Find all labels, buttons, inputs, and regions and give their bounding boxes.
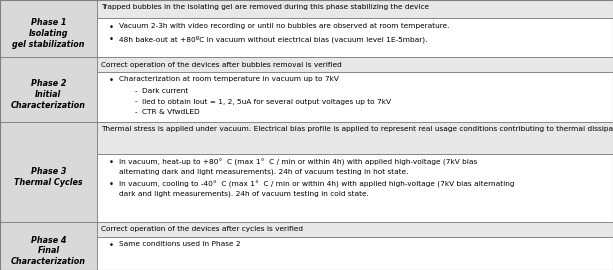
- Text: Iled to obtain Iout = 1, 2, 5uA for several output voltages up to 7kV: Iled to obtain Iout = 1, 2, 5uA for seve…: [142, 99, 391, 104]
- Text: 48h bake-out at +80ºC in vacuum without electrical bias (vacuum level 1E-5mbar).: 48h bake-out at +80ºC in vacuum without …: [119, 35, 427, 43]
- Text: •: •: [109, 158, 113, 167]
- Text: Initial: Initial: [36, 90, 61, 99]
- Bar: [0, 222, 97, 270]
- Text: Isolating: Isolating: [29, 29, 68, 38]
- Text: Characterization at room temperature in vacuum up to 7kV: Characterization at room temperature in …: [119, 76, 339, 82]
- Text: Phase 4: Phase 4: [31, 236, 66, 245]
- Bar: [97, 0, 613, 18]
- Text: Phase 2: Phase 2: [31, 79, 66, 88]
- Bar: [0, 122, 97, 222]
- Text: In vacuum, heat-up to +80°  C (max 1°  C / min or within 4h) with applied high-v: In vacuum, heat-up to +80° C (max 1° C /…: [119, 158, 477, 166]
- Text: Correct operation of the devices after cycles is verified: Correct operation of the devices after c…: [101, 227, 303, 232]
- Bar: [97, 122, 613, 154]
- Text: dark and light measurements). 24h of vacuum testing in cold state.: dark and light measurements). 24h of vac…: [119, 190, 369, 197]
- Text: alternating dark and light measurements). 24h of vacuum testing in hot state.: alternating dark and light measurements)…: [119, 168, 408, 175]
- Text: •: •: [109, 35, 113, 44]
- Bar: [97, 237, 613, 270]
- Bar: [97, 222, 613, 237]
- Text: -: -: [135, 109, 137, 115]
- Text: Phase 1: Phase 1: [31, 18, 66, 27]
- Text: -: -: [135, 99, 137, 104]
- Bar: [0, 57, 97, 122]
- Text: Same conditions used in Phase 2: Same conditions used in Phase 2: [119, 241, 240, 247]
- Bar: [97, 72, 613, 122]
- Text: Correct operation of the devices after bubbles removal is verified: Correct operation of the devices after b…: [101, 62, 342, 68]
- Bar: [97, 18, 613, 57]
- Text: In vacuum, cooling to -40°  C (max 1°  C / min or within 4h) with applied high-v: In vacuum, cooling to -40° C (max 1° C /…: [119, 180, 514, 188]
- Text: Characterization: Characterization: [11, 100, 86, 110]
- Text: •: •: [109, 180, 113, 190]
- Text: Vacuum 2-3h with video recording or until no bubbles are observed at room temper: Vacuum 2-3h with video recording or unti…: [119, 23, 449, 29]
- Text: Trapped bubbles in the isolating gel are removed during this phase stabilizing t: Trapped bubbles in the isolating gel are…: [101, 5, 429, 11]
- Text: Phase 3: Phase 3: [31, 167, 66, 176]
- Bar: [0, 0, 97, 57]
- Text: CTR & VfwdLED: CTR & VfwdLED: [142, 109, 199, 115]
- Text: Dark current: Dark current: [142, 88, 188, 94]
- Text: •: •: [109, 23, 113, 32]
- Text: gel stabilization: gel stabilization: [12, 39, 85, 49]
- Text: •: •: [109, 76, 113, 85]
- Bar: [97, 57, 613, 72]
- Text: •: •: [109, 241, 113, 250]
- Bar: [97, 154, 613, 222]
- Text: Thermal stress is applied under vacuum. Electrical bias profile is applied to re: Thermal stress is applied under vacuum. …: [101, 127, 613, 133]
- Text: -: -: [135, 88, 137, 94]
- Text: Final: Final: [37, 247, 59, 255]
- Text: Characterization: Characterization: [11, 257, 86, 266]
- Text: Thermal Cycles: Thermal Cycles: [14, 178, 83, 187]
